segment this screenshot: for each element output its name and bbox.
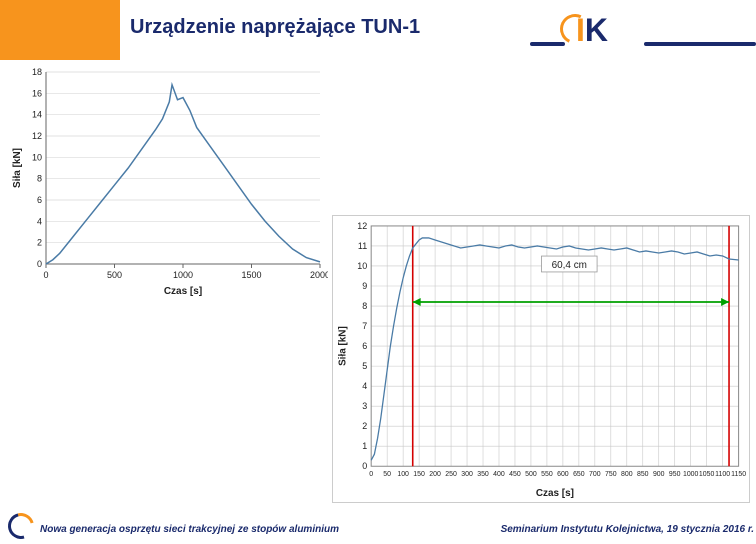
logo-letter-k: K [585, 12, 608, 48]
svg-text:2: 2 [37, 238, 42, 248]
svg-text:1100: 1100 [715, 471, 730, 478]
svg-text:8: 8 [37, 174, 42, 184]
svg-text:9: 9 [362, 281, 367, 291]
svg-text:900: 900 [653, 471, 665, 478]
svg-text:1500: 1500 [241, 270, 261, 280]
svg-text:500: 500 [107, 270, 122, 280]
svg-text:800: 800 [621, 471, 633, 478]
svg-text:8: 8 [362, 301, 367, 311]
svg-text:400: 400 [493, 471, 505, 478]
svg-text:650: 650 [573, 471, 585, 478]
footer-arc-icon [3, 508, 39, 544]
chart-force-time-main: 0 2 4 6 8 10 12 14 16 18 0 500 1000 1500 2000 Siła [kN]… [8, 66, 328, 306]
svg-text:350: 350 [477, 471, 489, 478]
svg-text:6: 6 [37, 195, 42, 205]
svg-text:250: 250 [445, 471, 457, 478]
svg-text:1000: 1000 [683, 471, 699, 478]
svg-text:10: 10 [357, 261, 367, 271]
page-title: Urządzenie naprężające TUN-1 [130, 16, 420, 39]
svg-text:18: 18 [32, 67, 42, 77]
logo-text: IK [576, 12, 608, 49]
svg-text:1: 1 [362, 441, 367, 451]
svg-text:850: 850 [637, 471, 649, 478]
svg-text:Siła [kN]: Siła [kN] [12, 148, 23, 188]
svg-text:Czas [s]: Czas [s] [536, 488, 574, 499]
svg-text:550: 550 [541, 471, 553, 478]
svg-text:300: 300 [461, 471, 473, 478]
svg-text:7: 7 [362, 321, 367, 331]
svg-text:Siła [kN]: Siła [kN] [337, 326, 348, 366]
svg-text:5: 5 [362, 361, 367, 371]
svg-text:150: 150 [413, 471, 425, 478]
svg-text:Czas [s]: Czas [s] [164, 286, 202, 297]
svg-text:600: 600 [557, 471, 569, 478]
svg-text:2: 2 [362, 421, 367, 431]
footer-left-text: Nowa generacja osprzętu sieci trakcyjnej… [40, 524, 339, 535]
svg-text:0: 0 [37, 259, 42, 269]
svg-text:700: 700 [589, 471, 601, 478]
header-orange-block [0, 0, 120, 60]
svg-text:200: 200 [429, 471, 441, 478]
svg-text:500: 500 [525, 471, 537, 478]
svg-text:3: 3 [362, 401, 367, 411]
svg-text:60,4 cm: 60,4 cm [552, 260, 587, 271]
svg-text:0: 0 [362, 461, 367, 471]
svg-text:1000: 1000 [173, 270, 193, 280]
svg-text:2000: 2000 [310, 270, 328, 280]
svg-text:950: 950 [669, 471, 681, 478]
svg-text:50: 50 [383, 471, 391, 478]
logo-line-left [530, 42, 565, 46]
chart-force-time-detail: 0123456789101112050100150200250300350400… [332, 215, 750, 503]
svg-text:6: 6 [362, 341, 367, 351]
svg-text:1150: 1150 [731, 471, 746, 478]
logo: IK [530, 8, 756, 53]
footer: Nowa generacja osprzętu sieci trakcyjnej… [0, 513, 756, 537]
logo-letter-i: I [576, 12, 585, 48]
svg-text:14: 14 [32, 110, 42, 120]
svg-text:10: 10 [32, 152, 42, 162]
svg-text:12: 12 [357, 221, 367, 231]
footer-right-text: Seminarium Instytutu Kolejnictwa, 19 sty… [501, 524, 754, 535]
svg-text:100: 100 [397, 471, 409, 478]
svg-text:450: 450 [509, 471, 521, 478]
svg-text:16: 16 [32, 88, 42, 98]
svg-text:4: 4 [362, 381, 367, 391]
svg-text:750: 750 [605, 471, 617, 478]
svg-text:0: 0 [369, 471, 373, 478]
svg-text:12: 12 [32, 131, 42, 141]
svg-text:11: 11 [358, 241, 367, 251]
logo-line-right [644, 42, 756, 46]
svg-text:1050: 1050 [699, 471, 715, 478]
svg-text:4: 4 [37, 216, 42, 226]
svg-text:0: 0 [43, 270, 48, 280]
